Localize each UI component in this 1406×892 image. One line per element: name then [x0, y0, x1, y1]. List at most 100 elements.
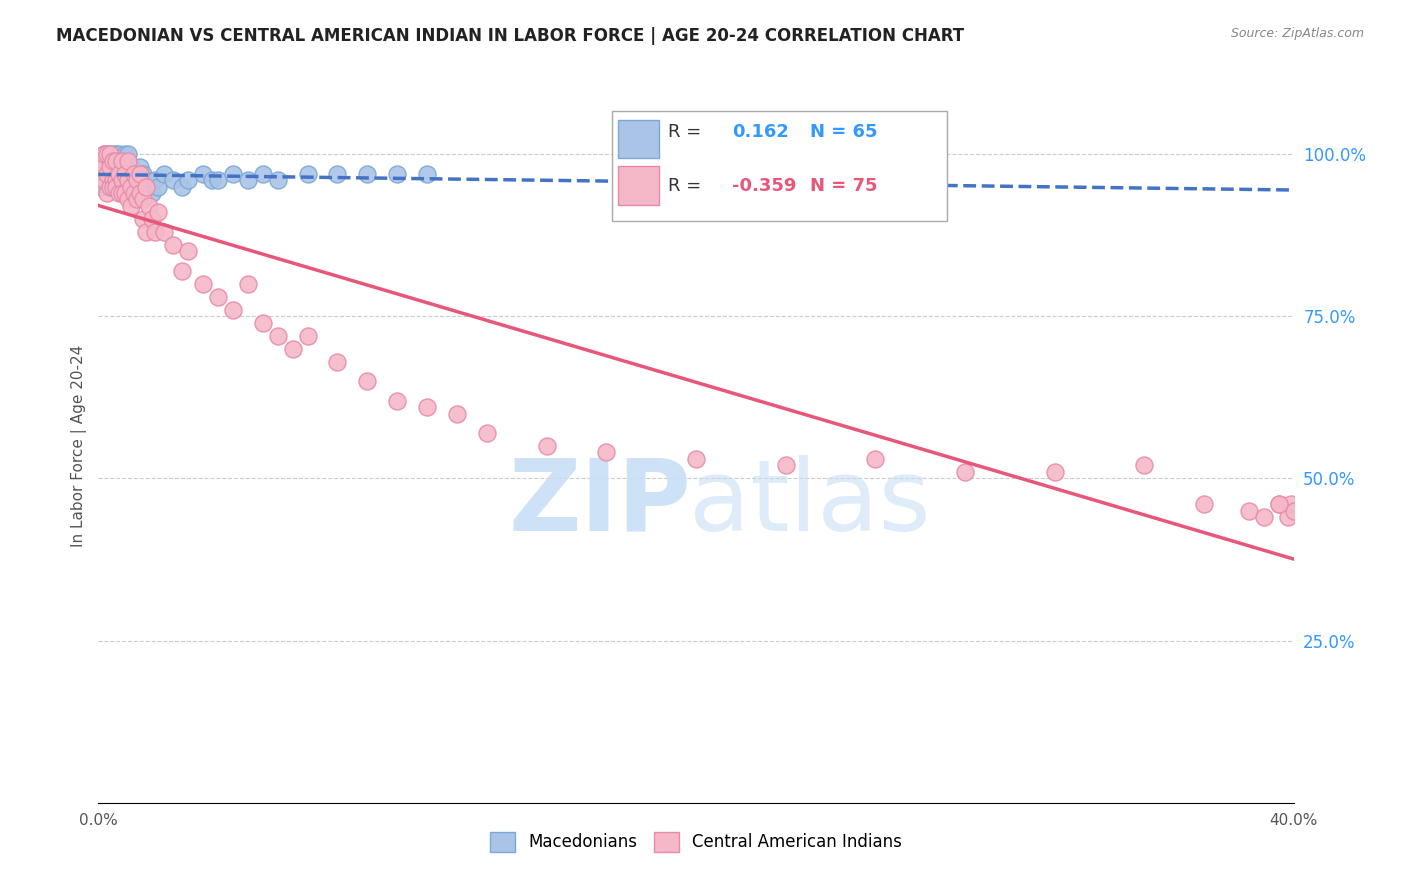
Text: -0.359: -0.359: [733, 177, 796, 194]
Point: [252, 167, 274, 181]
Point: [172, 179, 194, 194]
FancyBboxPatch shape: [619, 166, 659, 205]
Point: [1192, 497, 1215, 511]
Text: atlas: atlas: [689, 455, 931, 551]
Point: [108, 167, 131, 181]
Point: [117, 167, 139, 181]
Point: [297, 328, 319, 343]
Point: [105, 147, 128, 161]
Point: [356, 374, 378, 388]
Point: [135, 179, 157, 194]
Point: [108, 160, 131, 174]
Point: [127, 173, 149, 187]
Point: [129, 160, 152, 174]
Point: [93, 147, 115, 161]
Point: [222, 167, 245, 181]
Point: [143, 173, 166, 187]
Point: [201, 173, 224, 187]
Point: [117, 147, 139, 161]
Point: [326, 354, 349, 368]
Point: [96, 186, 118, 200]
Point: [177, 244, 200, 259]
Point: [117, 153, 139, 168]
Point: [1237, 504, 1260, 518]
Point: [124, 173, 146, 187]
Point: [281, 342, 304, 356]
Point: [127, 193, 149, 207]
Point: [191, 167, 214, 181]
Point: [98, 147, 122, 161]
Point: [1253, 510, 1275, 524]
Point: [172, 264, 194, 278]
Point: [103, 173, 125, 187]
Point: [685, 452, 707, 467]
Point: [111, 153, 134, 168]
Point: [120, 173, 142, 187]
Point: [90, 160, 112, 174]
Point: [124, 186, 146, 200]
Point: [475, 425, 498, 440]
Point: [153, 225, 176, 239]
Text: 0.162: 0.162: [733, 123, 789, 141]
Point: [114, 160, 136, 174]
Point: [1282, 504, 1305, 518]
Point: [385, 393, 409, 408]
Text: N = 75: N = 75: [810, 177, 877, 194]
Point: [207, 173, 229, 187]
Point: [120, 179, 142, 194]
Point: [114, 179, 136, 194]
Point: [105, 179, 128, 194]
Point: [1277, 510, 1299, 524]
Point: [103, 153, 125, 168]
Text: R =: R =: [668, 177, 707, 194]
Point: [111, 173, 134, 187]
Point: [222, 302, 245, 317]
Point: [129, 179, 152, 194]
Text: N = 65: N = 65: [810, 123, 877, 141]
Point: [446, 407, 468, 421]
Point: [108, 173, 131, 187]
Point: [103, 173, 125, 187]
Point: [111, 173, 134, 187]
Point: [96, 147, 118, 161]
Point: [267, 173, 290, 187]
Point: [114, 167, 136, 181]
Point: [117, 186, 139, 200]
Point: [953, 465, 976, 479]
Point: [595, 445, 617, 459]
Point: [105, 179, 128, 194]
Point: [297, 167, 319, 181]
Point: [120, 179, 142, 194]
Text: R =: R =: [668, 123, 707, 141]
Point: [191, 277, 214, 291]
Point: [148, 205, 170, 219]
Point: [90, 179, 112, 194]
Point: [236, 173, 259, 187]
Point: [356, 167, 378, 181]
Point: [127, 179, 149, 194]
Point: [129, 167, 152, 181]
Legend: Macedonians, Central American Indians: Macedonians, Central American Indians: [484, 825, 908, 859]
Point: [96, 147, 118, 161]
Point: [98, 160, 122, 174]
Point: [252, 316, 274, 330]
Point: [143, 225, 166, 239]
Point: [1279, 497, 1302, 511]
Point: [124, 167, 146, 181]
Point: [117, 193, 139, 207]
Point: [96, 167, 118, 181]
Point: [153, 167, 176, 181]
Point: [132, 167, 155, 181]
Point: [124, 167, 146, 181]
Point: [105, 160, 128, 174]
Point: [1133, 458, 1156, 473]
Point: [93, 160, 115, 174]
Point: [117, 173, 139, 187]
Point: [103, 153, 125, 168]
Point: [114, 147, 136, 161]
Point: [93, 147, 115, 161]
Point: [207, 290, 229, 304]
Point: [111, 160, 134, 174]
Point: [1267, 497, 1289, 511]
Point: [127, 167, 149, 181]
